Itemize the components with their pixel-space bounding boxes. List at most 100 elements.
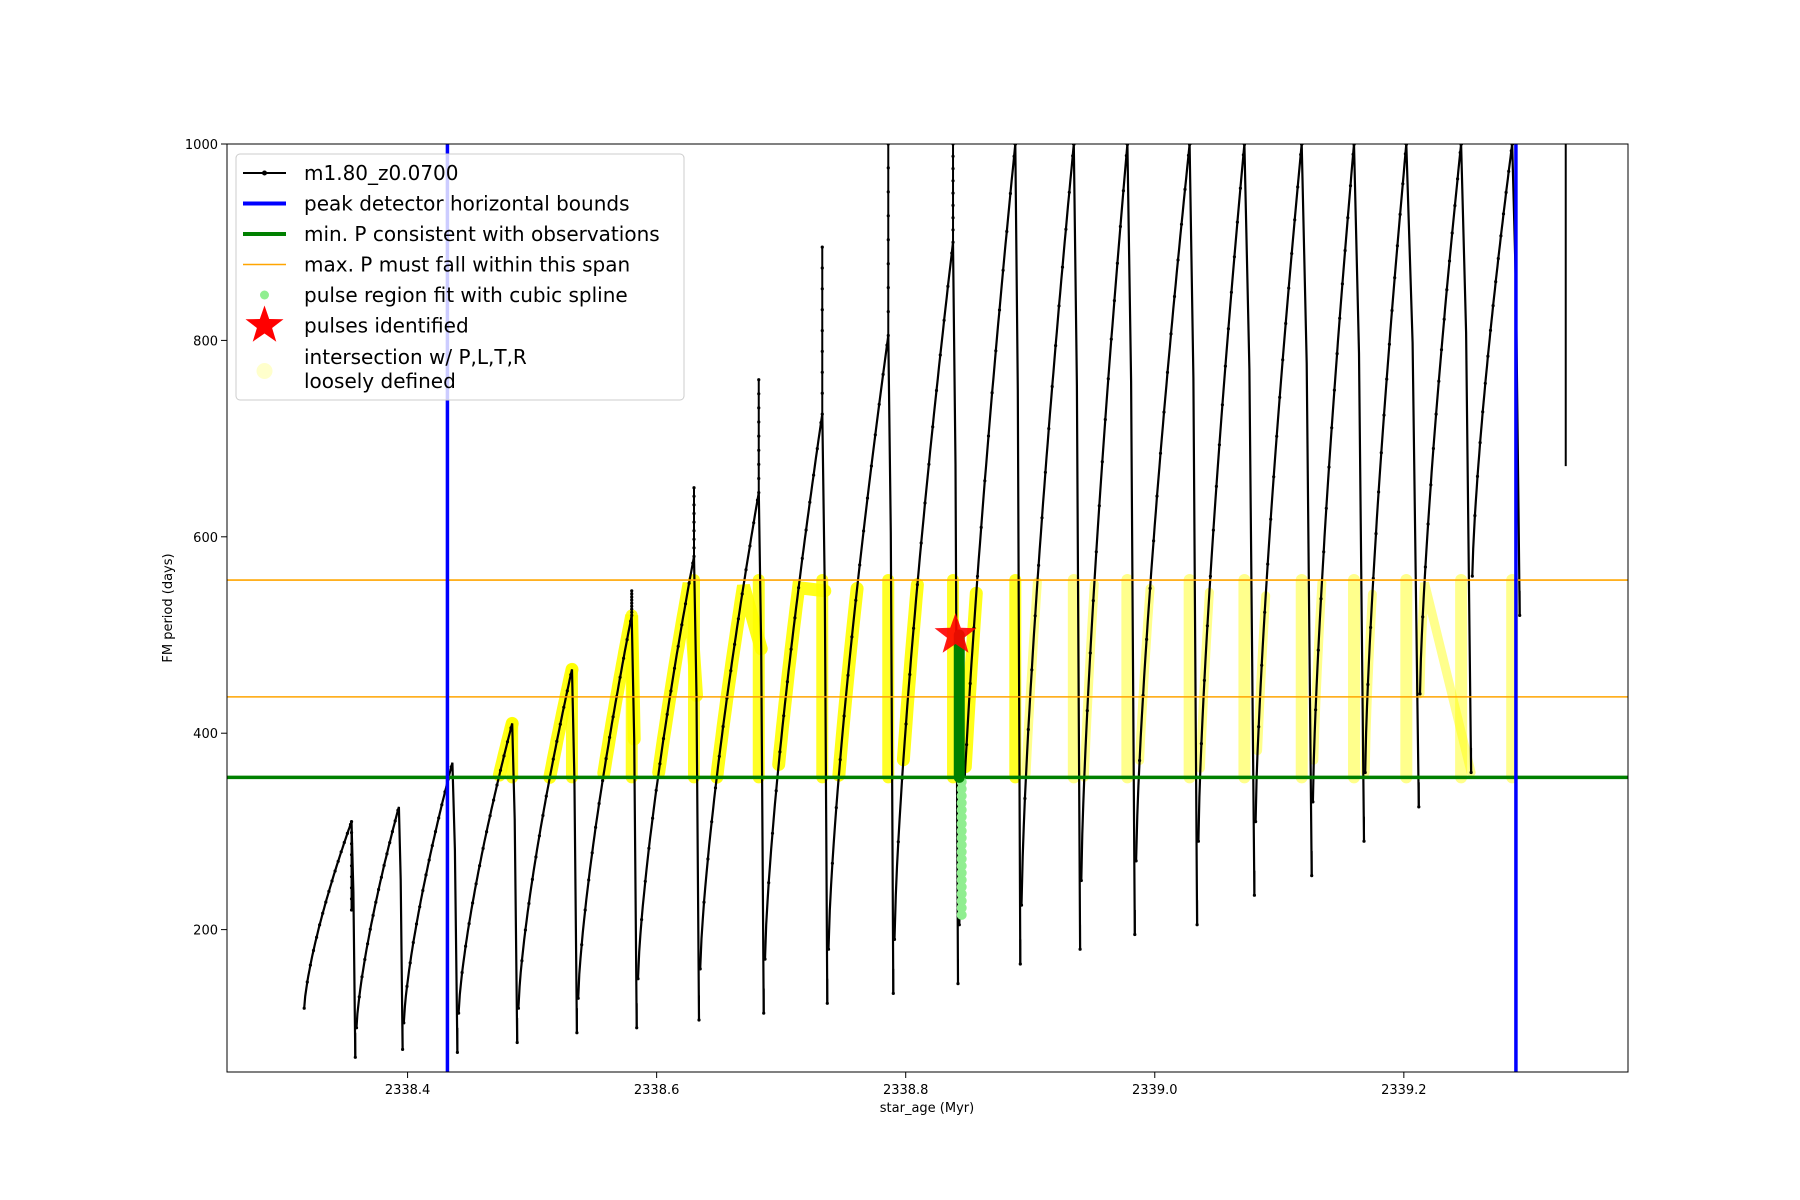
track-point [349,897,354,901]
track-point [1324,506,1328,510]
track-point [357,995,361,999]
spline-point [956,909,967,920]
track-point [349,853,354,857]
legend-swatch-star [245,305,284,342]
track-point [997,308,1002,312]
y-tick-label: 600 [193,531,218,546]
track-point [611,715,615,719]
track-point [869,464,874,468]
track-point [555,739,559,744]
track-point [368,927,372,931]
track-point [421,888,425,893]
track-point [411,940,415,945]
track-point [1263,610,1267,614]
track-point [687,581,691,585]
track-point [951,191,955,195]
legend-label: min. P consistent with observations [304,222,660,246]
track-point [1369,625,1373,630]
track-point [877,402,881,406]
track-point [1040,516,1044,520]
track-point [1398,212,1402,216]
track-point [1050,384,1054,389]
track-point [886,333,890,338]
track-point [630,610,634,614]
track-point [1483,381,1487,385]
track-point [1385,377,1389,381]
spline-point [956,888,967,899]
track-point [630,589,634,593]
track-point [345,831,349,836]
track-point [430,844,434,848]
track-point [1371,576,1375,580]
spline-point [956,874,967,885]
track-point [630,598,634,602]
track-point [986,434,991,438]
track-point [819,421,823,425]
track-point [965,743,969,747]
track-point [618,675,622,679]
x-tick-label: 2339.2 [1381,1083,1427,1098]
track-point [321,911,325,915]
legend-swatch [256,363,273,379]
track-point [919,541,923,545]
track-point [698,967,702,971]
track-point [608,735,612,740]
track-point [551,757,555,761]
track-point [1205,624,1209,628]
spline-point [956,818,967,829]
track-point [1118,224,1122,229]
track-point [349,886,354,890]
track-point [1379,451,1383,455]
spline-point [956,846,967,857]
track-point [865,496,870,500]
track-point [583,908,587,912]
track-point [467,922,471,926]
track-point [1311,800,1315,804]
track-point [1496,256,1500,261]
track-point [1395,244,1399,248]
track-point [388,841,392,845]
track-point [691,561,695,565]
track-point [994,349,998,353]
track-point [460,970,464,975]
track-point [1043,470,1047,474]
track-point [1112,299,1116,303]
track-point [405,984,409,989]
track-point [838,758,842,762]
track-point [1155,494,1159,498]
track-point [854,598,858,602]
track-point [393,819,397,823]
track-point [534,855,538,859]
track-point [1475,474,1480,478]
track-point [804,528,808,532]
x-tick-label: 2338.8 [883,1083,929,1098]
track-point [1121,189,1125,193]
track-point [757,434,761,438]
track-point [544,794,548,798]
track-point [565,689,569,693]
spline-point [956,783,967,794]
track-point [1199,742,1203,746]
track-point [1214,484,1218,488]
track-point [363,957,367,962]
track-point [630,595,634,599]
track-point [1431,446,1435,451]
track-point [1106,377,1110,381]
track-point [680,623,684,627]
track-point [1401,182,1405,186]
track-point [672,666,677,670]
spline-point [956,839,967,850]
x-axis: 2338.4 2338.6 2338.8 2339.0 2339.2 [385,1072,1427,1098]
track-point [1165,370,1170,374]
track-point [488,814,492,818]
y-tick-label: 1000 [185,138,218,153]
track-point [1338,316,1342,320]
track-point [1437,379,1441,383]
track-point [541,813,545,818]
track-point [630,601,634,605]
track-point [523,928,528,932]
track-point [1100,460,1104,464]
track-point [808,500,812,504]
track-point [651,816,655,820]
track-point [692,511,696,516]
